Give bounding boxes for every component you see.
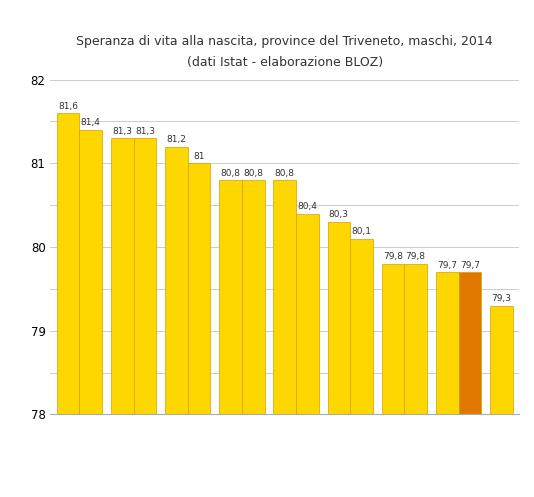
Bar bbox=[219, 180, 242, 414]
Bar bbox=[327, 222, 350, 414]
Text: 79,3: 79,3 bbox=[491, 294, 512, 303]
Text: 80,3: 80,3 bbox=[329, 210, 349, 219]
Text: 81,6: 81,6 bbox=[58, 101, 78, 111]
Text: 81,4: 81,4 bbox=[81, 118, 100, 127]
Text: 79,7: 79,7 bbox=[460, 260, 480, 269]
Text: 80,8: 80,8 bbox=[274, 168, 295, 177]
Bar bbox=[404, 264, 427, 414]
Bar bbox=[134, 138, 156, 414]
Text: 80,4: 80,4 bbox=[297, 202, 317, 211]
Title: Speranza di vita alla nascita, province del Triveneto, maschi, 2014
(dati Istat : Speranza di vita alla nascita, province … bbox=[76, 35, 493, 69]
Bar bbox=[242, 180, 264, 414]
Text: 79,8: 79,8 bbox=[406, 252, 426, 261]
Text: 81: 81 bbox=[193, 152, 205, 161]
Bar bbox=[188, 164, 210, 414]
Bar bbox=[296, 214, 319, 414]
Bar bbox=[57, 113, 80, 414]
Bar bbox=[80, 130, 102, 414]
Text: 81,3: 81,3 bbox=[112, 127, 132, 136]
Text: 80,8: 80,8 bbox=[243, 168, 263, 177]
Bar bbox=[436, 272, 459, 414]
Text: 81,3: 81,3 bbox=[135, 127, 155, 136]
Text: 79,8: 79,8 bbox=[383, 252, 403, 261]
Bar bbox=[111, 138, 134, 414]
Bar bbox=[165, 147, 188, 414]
Text: 81,2: 81,2 bbox=[167, 135, 186, 144]
Text: 80,1: 80,1 bbox=[351, 227, 372, 236]
Bar bbox=[382, 264, 404, 414]
Text: 80,8: 80,8 bbox=[221, 168, 240, 177]
Bar bbox=[273, 180, 296, 414]
Text: 79,7: 79,7 bbox=[437, 260, 457, 269]
Bar bbox=[459, 272, 481, 414]
Bar bbox=[490, 306, 513, 414]
Bar bbox=[350, 239, 373, 414]
